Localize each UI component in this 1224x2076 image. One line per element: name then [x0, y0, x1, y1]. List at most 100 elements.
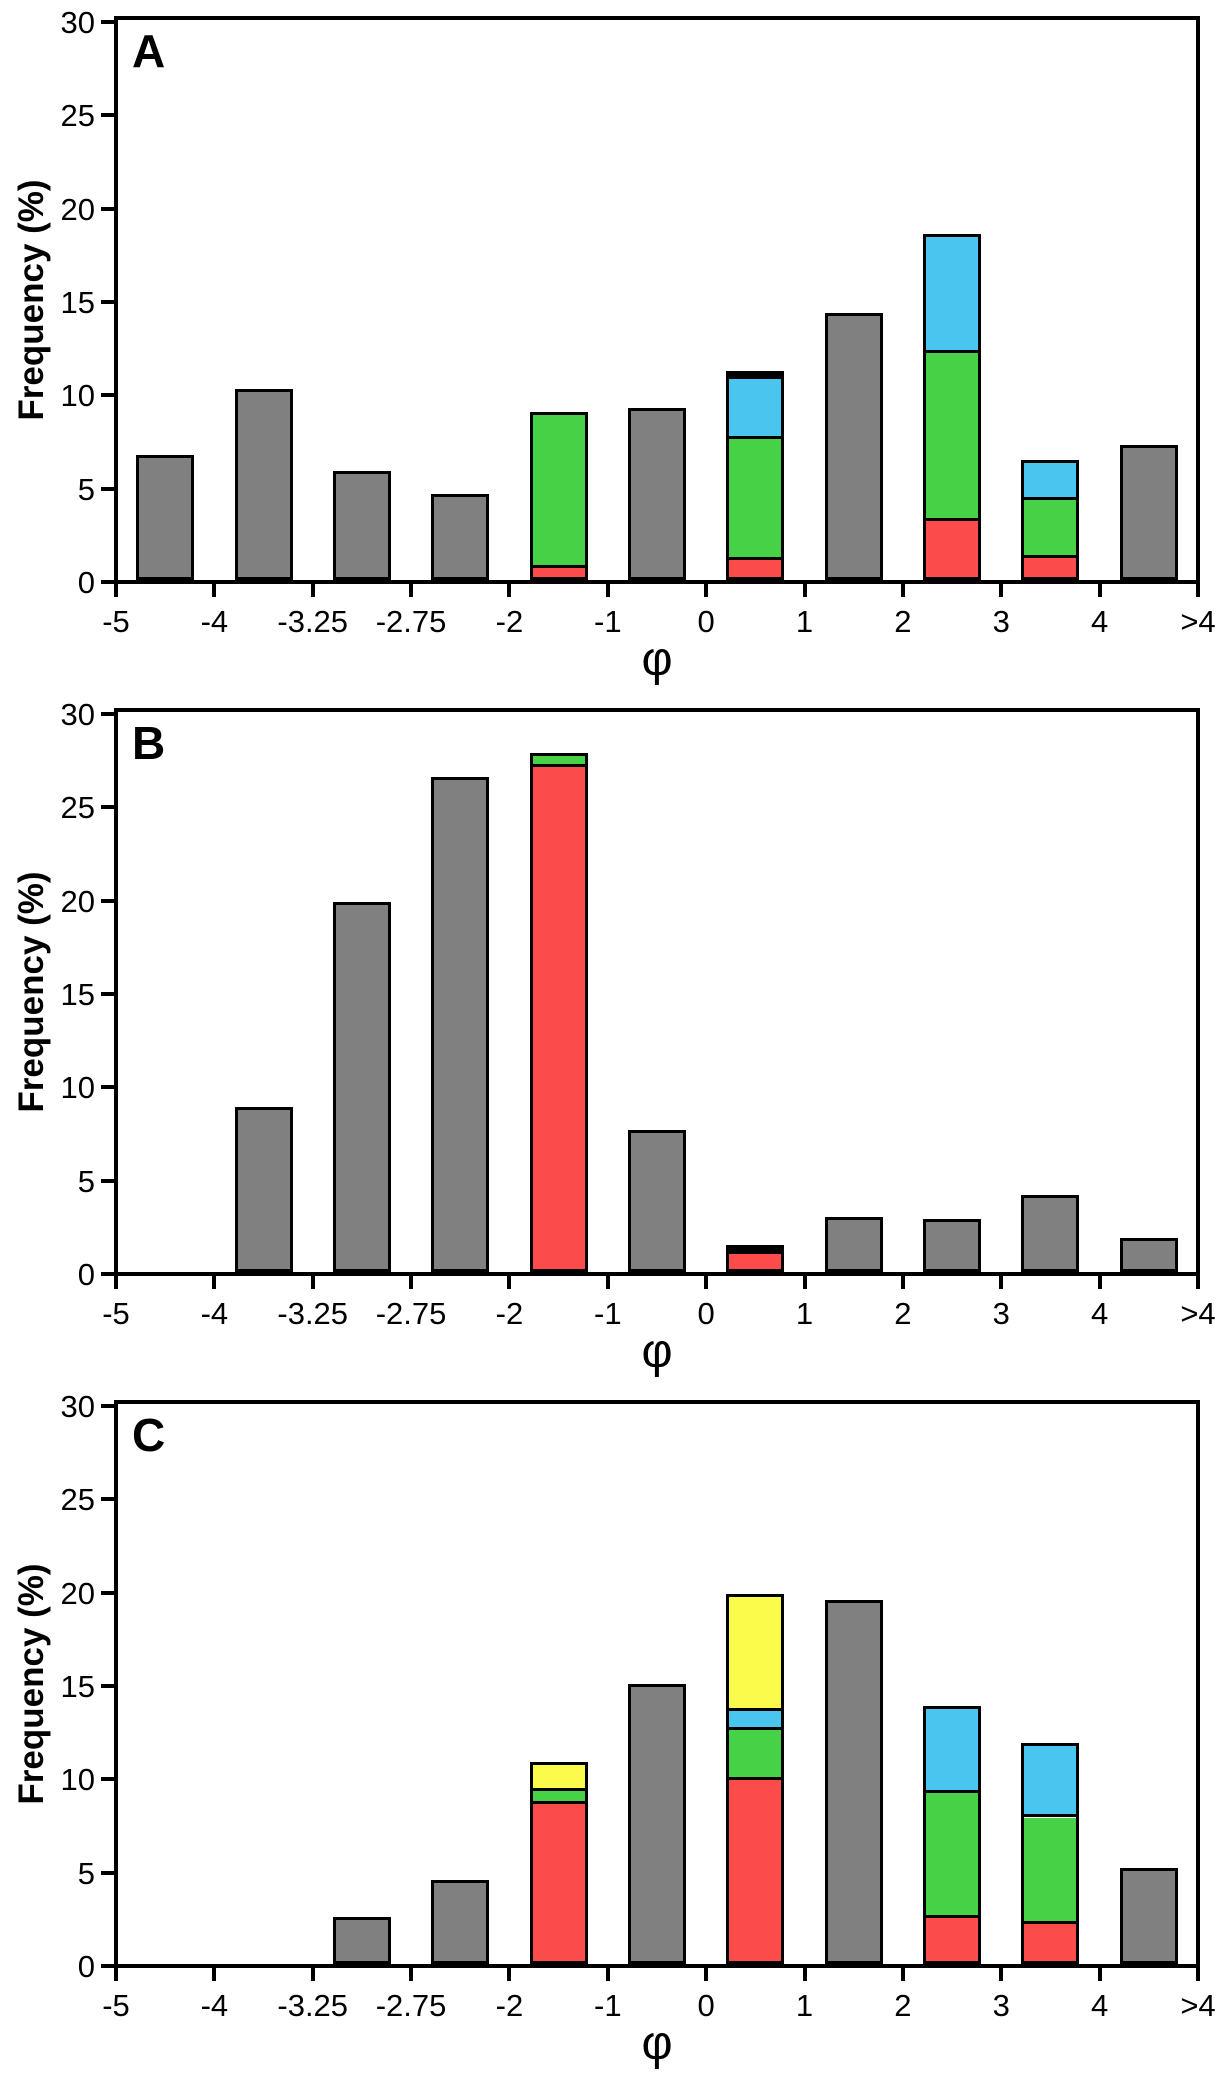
bar-segment-gray — [1122, 448, 1175, 577]
x-tick-mark — [507, 1968, 512, 1981]
bar-segment-blue — [729, 1711, 782, 1730]
bar — [628, 408, 686, 580]
y-tick-label: 20 — [60, 883, 95, 919]
x-tick-label: -4 — [200, 604, 229, 639]
bar — [628, 1130, 686, 1272]
bar — [1021, 1195, 1080, 1272]
x-tick-mark — [605, 1968, 610, 1981]
bar — [431, 777, 490, 1272]
y-tick-label: 10 — [60, 1762, 95, 1798]
bar-segment-gray — [1024, 1198, 1077, 1269]
y-tick-mark — [101, 1178, 114, 1183]
panel-label: B — [132, 717, 166, 769]
bar-segment-gray — [237, 392, 290, 577]
bar-segment-red — [926, 521, 979, 577]
y-tick-label: 10 — [60, 378, 95, 414]
y-tick-mark — [101, 992, 114, 996]
y-tick-mark — [101, 1870, 114, 1875]
x-tick-label: -2.75 — [375, 1296, 447, 1331]
x-tick-mark — [507, 584, 512, 597]
bar-segment-gray — [335, 905, 388, 1269]
x-tick-label: 0 — [697, 1296, 715, 1331]
y-tick-mark — [101, 113, 114, 118]
bar-segment-gray — [335, 474, 388, 577]
bar-segment-gray — [827, 1220, 880, 1269]
bar-segment-red — [1024, 1924, 1077, 1961]
x-tick-mark — [409, 584, 414, 597]
bar-segment-gray — [434, 497, 487, 577]
bar — [1119, 1238, 1178, 1272]
bar — [1021, 460, 1080, 580]
bar-segment-black — [729, 373, 782, 379]
y-tick-label: 10 — [60, 1070, 95, 1106]
y-tick-mark — [101, 206, 114, 211]
bar-segment-red — [729, 560, 782, 577]
bar — [332, 471, 391, 580]
bar-segment-gray — [434, 780, 487, 1269]
x-tick-label: 2 — [894, 604, 912, 639]
bar — [824, 1217, 883, 1272]
x-tick-mark — [114, 1968, 118, 1981]
x-tick-label: -2 — [495, 1296, 524, 1331]
panel-a: A Frequency (%) φ 0 5 10 15 20 25 30 -5 -4 -3.25 -2.7… — [0, 0, 1224, 692]
x-tick-label: 3 — [992, 1296, 1010, 1331]
x-axis-title: φ — [641, 2017, 673, 2070]
bar-segment-red — [532, 568, 585, 577]
y-tick-mark — [101, 805, 114, 810]
bar-segment-green — [532, 756, 585, 767]
x-tick-mark — [704, 1968, 709, 1981]
bar-segment-green — [1024, 500, 1077, 558]
x-tick-label: 1 — [795, 604, 814, 639]
x-tick-label: -1 — [594, 604, 622, 639]
bar — [234, 389, 293, 580]
bar — [431, 1880, 490, 1964]
bar-segment-red — [729, 1780, 782, 1961]
x-tick-label: -5 — [102, 1296, 130, 1331]
plot-area — [114, 16, 1200, 584]
y-tick-label: 15 — [60, 285, 95, 320]
y-tick-label: 15 — [60, 977, 95, 1012]
x-tick-mark — [900, 1968, 905, 1981]
x-tick-label: 4 — [1091, 1988, 1109, 2023]
x-tick-mark — [999, 584, 1004, 597]
panel-b: B Frequency (%) φ 0 5 10 15 20 25 30 -5 -4 -3.25 -2.7… — [0, 692, 1224, 1384]
x-tick-label: 0 — [697, 604, 715, 639]
bar — [1119, 445, 1178, 580]
x-tick-mark — [212, 584, 217, 597]
y-tick-label: 25 — [60, 1482, 95, 1518]
x-tick-label: -5 — [102, 604, 130, 639]
bar — [726, 371, 785, 580]
bar — [431, 494, 490, 580]
x-tick-label: 3 — [992, 1988, 1010, 2023]
bar — [136, 455, 195, 580]
x-tick-label: 4 — [1091, 604, 1109, 639]
bar-segment-red — [532, 767, 585, 1269]
x-tick-label: >4 — [1180, 1296, 1216, 1331]
y-tick-label: 0 — [77, 565, 95, 600]
x-tick-label: -1 — [594, 1988, 622, 2023]
plot-area — [114, 708, 1200, 1276]
bar — [1021, 1743, 1080, 1964]
x-tick-label: 2 — [894, 1296, 912, 1331]
bar-segment-gray — [631, 1133, 683, 1269]
x-tick-mark — [409, 1276, 414, 1289]
x-axis-title: φ — [641, 633, 673, 686]
x-tick-mark — [802, 1968, 807, 1981]
panel-c: C Frequency (%) φ 0 5 10 15 20 25 30 -5 -4 -3.25 -2.7… — [0, 1384, 1224, 2076]
y-tick-mark — [101, 580, 114, 584]
bar-segment-gray — [827, 1603, 880, 1961]
bar — [726, 1245, 785, 1272]
x-tick-mark — [900, 584, 905, 597]
y-tick-mark — [101, 486, 114, 491]
bar-segment-blue — [926, 1709, 979, 1793]
x-tick-mark — [310, 1276, 315, 1289]
bar — [529, 412, 588, 580]
y-tick-label: 5 — [77, 1163, 95, 1199]
bar — [824, 313, 883, 580]
bar-segment-green — [532, 415, 585, 568]
bar-segment-gray — [926, 1222, 979, 1269]
bar-segment-green — [926, 353, 979, 521]
x-tick-label: >4 — [1180, 604, 1216, 639]
x-tick-label: 4 — [1091, 1296, 1109, 1331]
y-tick-label: 25 — [60, 98, 95, 134]
